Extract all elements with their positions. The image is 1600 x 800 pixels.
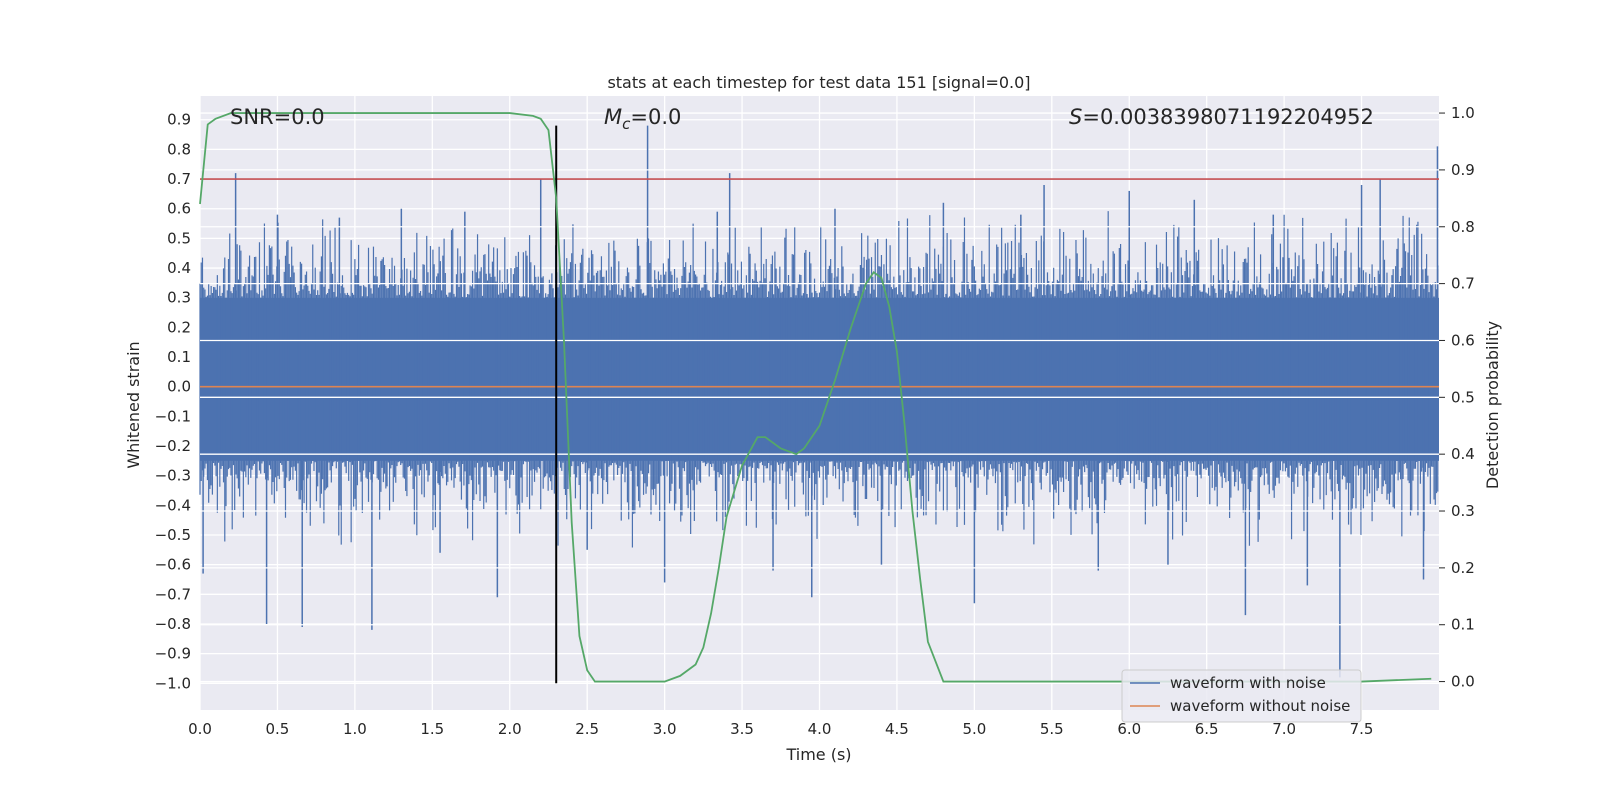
y-right-tick-label: 0.6 (1451, 331, 1475, 349)
x-tick-label: 7.0 (1272, 720, 1296, 738)
y-right-axis-label: Detection probability (1483, 321, 1502, 489)
chirp-mass-value: =0.0 (630, 105, 681, 129)
y-tick-label: −0.6 (155, 556, 191, 574)
y-right-tick-label: 0.7 (1451, 275, 1475, 293)
y-right-tick-label: 0.1 (1451, 616, 1475, 634)
y-tick-label: 0.6 (167, 200, 191, 218)
x-tick-label: 1.5 (420, 720, 444, 738)
x-tick-label: 0.0 (188, 720, 212, 738)
chirp-mass-subscript: c (622, 115, 631, 133)
y-tick-label: 0.8 (167, 140, 191, 158)
x-tick-label: 2.0 (498, 720, 522, 738)
y-tick-label: −0.3 (155, 467, 191, 485)
y-right-tick-label: 0.2 (1451, 559, 1475, 577)
y-right-tick-labels: 1.0 0.9 0.8 0.7 0.6 0.5 0.4 0.3 0.2 0.1 0.0 (1439, 104, 1475, 691)
y-tick-label: 0.2 (167, 318, 191, 336)
chirp-mass-annotation: Mc=0.0 (604, 105, 681, 133)
y-tick-labels: 0.9 0.8 0.7 0.6 0.5 0.4 0.3 0.2 0.1 0.0 −0.1 −0.2 −0… (155, 111, 191, 693)
y-tick-label: 0.9 (167, 111, 191, 129)
y-tick-label: −0.4 (155, 496, 191, 514)
y-tick-label: −0.5 (155, 526, 191, 544)
score-value: =0.0038398071192204952 (1082, 105, 1374, 129)
y-tick-label: 0.3 (167, 289, 191, 307)
detection-probability-line (199, 112, 1432, 683)
x-tick-label: 2.5 (575, 720, 599, 738)
y-tick-label: −0.2 (155, 437, 191, 455)
y-right-tick-label: 0.8 (1451, 218, 1475, 236)
y-tick-label: −0.8 (155, 615, 191, 633)
lines (199, 112, 1439, 684)
score-annotation: S=0.0038398071192204952 (1069, 105, 1374, 129)
x-tick-label: 5.5 (1040, 720, 1064, 738)
x-tick-label: 7.5 (1350, 720, 1374, 738)
y-right-tick-label: 0.9 (1451, 161, 1475, 179)
y-axis-label: Whitened strain (124, 341, 143, 468)
y-tick-label: −0.1 (155, 407, 191, 425)
y-tick-label: 0.4 (167, 259, 191, 277)
legend-label-noise: waveform with noise (1170, 674, 1326, 692)
legend-box (1121, 669, 1362, 723)
legend-label-clean: waveform without noise (1170, 697, 1350, 715)
x-tick-label: 4.0 (808, 720, 832, 738)
y-tick-label: −1.0 (155, 674, 191, 692)
snr-annotation: SNR=0.0 (230, 105, 325, 129)
x-tick-label: 1.0 (343, 720, 367, 738)
x-tick-label: 6.5 (1195, 720, 1219, 738)
legend: waveform with noise waveform without noi… (1121, 669, 1362, 723)
x-tick-label: 5.0 (962, 720, 986, 738)
y-tick-label: 0.7 (167, 170, 191, 188)
y-right-tick-label: 0.5 (1451, 388, 1475, 406)
y-right-tick-label: 0.4 (1451, 445, 1475, 463)
chirp-mass-symbol: M (604, 105, 622, 129)
y-tick-label: −0.7 (155, 585, 191, 603)
y-tick-label: −0.9 (155, 645, 191, 663)
chart-title: stats at each timestep for test data 151… (607, 73, 1030, 92)
y-tick-label: 0.0 (167, 378, 191, 396)
x-tick-label: 3.0 (653, 720, 677, 738)
x-tick-labels: 0.0 0.5 1.0 1.5 2.0 2.5 3.0 3.5 4.0 4.5 5.0 5.5 6.0 6… (188, 720, 1373, 738)
y-right-tick-label: 1.0 (1451, 104, 1475, 122)
y-right-tick-label: 0.3 (1451, 502, 1475, 520)
y-tick-label: 0.1 (167, 348, 191, 366)
x-tick-label: 4.5 (885, 720, 909, 738)
x-tick-label: 6.0 (1117, 720, 1141, 738)
x-axis-label: Time (s) (785, 745, 851, 764)
score-symbol: S (1069, 105, 1082, 129)
x-tick-label: 3.5 (730, 720, 754, 738)
y-tick-label: 0.5 (167, 229, 191, 247)
y-right-tick-label: 0.0 (1451, 673, 1475, 691)
x-tick-label: 0.5 (266, 720, 290, 738)
